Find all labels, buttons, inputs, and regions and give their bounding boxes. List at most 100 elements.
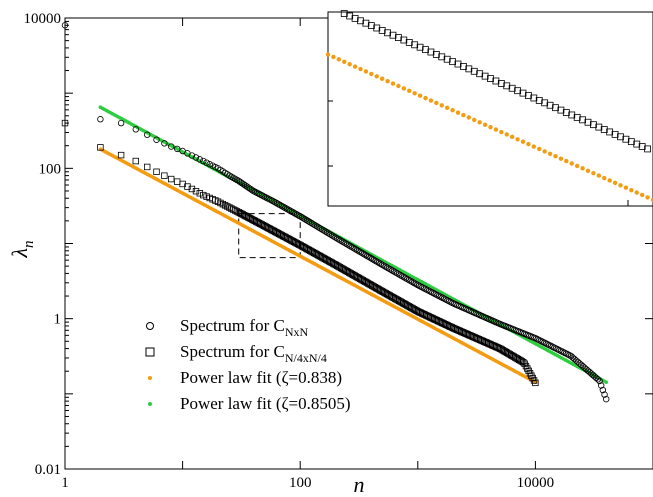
data-point-square xyxy=(132,157,139,165)
data-point-circle xyxy=(280,203,288,211)
data-point-circle xyxy=(567,352,575,360)
inset-data-square xyxy=(367,22,375,29)
zoom-region-box xyxy=(238,213,301,259)
data-point-circle xyxy=(379,261,386,269)
data-point-circle xyxy=(380,262,388,269)
inset-data-square xyxy=(568,111,576,119)
data-point-circle xyxy=(384,264,391,271)
data-point-circle xyxy=(295,212,303,219)
inset-data-square xyxy=(535,96,543,104)
inset-data-square xyxy=(389,31,397,39)
inset-data-square xyxy=(416,43,424,51)
inset-data-square xyxy=(476,70,484,78)
data-point-circle xyxy=(377,260,384,268)
data-point-square xyxy=(97,144,104,151)
data-point-circle xyxy=(352,246,359,253)
data-point-circle xyxy=(235,177,242,185)
inset-fit-point xyxy=(607,178,612,183)
legend-label: Power law fit (ζ=0.838) xyxy=(180,368,342,387)
inset-data-square xyxy=(454,60,462,68)
inset-data-square xyxy=(422,46,429,54)
inset-data-square xyxy=(514,87,521,95)
data-point-circle xyxy=(339,238,346,245)
data-point-circle xyxy=(369,255,376,263)
inset-fit-point xyxy=(336,57,342,62)
data-point-circle xyxy=(247,185,254,193)
data-point-circle xyxy=(298,214,306,221)
data-point-circle xyxy=(330,233,338,240)
legend-label: Spectrum for CN/4xN/4 xyxy=(180,342,327,365)
inset-plot xyxy=(325,10,653,207)
inset-fit-point xyxy=(488,124,493,130)
legend-marker-square xyxy=(145,347,155,357)
inset-fit-point xyxy=(493,127,499,132)
data-point-circle xyxy=(292,210,299,217)
data-point-circle xyxy=(359,249,366,257)
data-point-circle xyxy=(329,232,336,239)
data-point-circle xyxy=(310,221,318,228)
data-point-circle xyxy=(332,234,339,241)
data-point-square xyxy=(117,151,125,159)
inset-data-square xyxy=(644,145,651,153)
inset-fit-point xyxy=(509,134,515,140)
inset-data-square xyxy=(362,19,370,27)
inset-fit-point xyxy=(531,144,537,149)
inset-data-square xyxy=(438,53,446,61)
inset-fit-point xyxy=(618,183,623,188)
inset-fit-point xyxy=(553,154,558,159)
legend-item-1: Spectrum for CN/4xN/4 xyxy=(145,342,327,365)
data-point-circle xyxy=(309,220,316,227)
data-point-square xyxy=(224,203,231,210)
data-point-circle xyxy=(297,213,304,220)
inset-fit-point xyxy=(574,163,580,169)
inset-data-square xyxy=(497,80,505,87)
data-point-circle xyxy=(603,395,610,403)
inset-data-square xyxy=(579,116,586,124)
inset-fit-point xyxy=(504,132,509,137)
data-point-circle xyxy=(305,218,313,225)
inset-data-square xyxy=(432,51,440,58)
inset-fit-point xyxy=(537,146,542,152)
legend-marker-dot xyxy=(148,402,152,406)
inset-data-square xyxy=(584,118,592,126)
inset-data-square xyxy=(638,143,646,150)
inset-fit-point xyxy=(629,187,634,193)
inset-fit-point xyxy=(331,54,336,60)
data-point-circle xyxy=(345,242,353,249)
inset-data-square xyxy=(627,138,635,146)
y-axis-title: λn xyxy=(7,240,37,258)
inset-data-square xyxy=(525,92,532,99)
inset-fit-point xyxy=(623,185,629,190)
data-point-circle xyxy=(385,265,393,272)
inset-data-square xyxy=(552,104,559,112)
data-point-circle xyxy=(375,259,383,267)
data-point-circle xyxy=(293,211,301,218)
inset-data-square xyxy=(530,94,538,102)
inset-data-square xyxy=(481,72,489,80)
data-point-circle xyxy=(282,204,289,212)
data-point-circle xyxy=(334,235,341,242)
data-point-circle xyxy=(594,376,602,383)
data-point-circle xyxy=(272,199,279,206)
inset-data-square xyxy=(340,10,348,17)
inset-fit-point xyxy=(385,78,390,84)
data-point-circle xyxy=(344,241,351,248)
inset-data-square xyxy=(400,36,408,44)
data-point-circle xyxy=(278,202,286,210)
data-point-circle xyxy=(203,159,210,166)
data-point-circle xyxy=(275,201,282,208)
data-point-circle xyxy=(347,243,354,250)
x-tick-label: 10000 xyxy=(517,475,555,491)
legend-item-2: Power law fit (ζ=0.838) xyxy=(148,368,342,387)
data-point-circle xyxy=(410,279,418,287)
inset-fit-point xyxy=(466,115,472,120)
inset-fit-point xyxy=(434,100,439,106)
inset-fit-point xyxy=(342,59,347,64)
spectrum-series-0 xyxy=(61,22,610,403)
inset-fit-point xyxy=(612,180,618,186)
inset-data-square xyxy=(595,123,603,131)
data-point-circle xyxy=(300,215,308,222)
data-point-circle xyxy=(248,186,256,194)
data-point-circle xyxy=(349,244,356,251)
data-point-circle xyxy=(571,355,578,363)
